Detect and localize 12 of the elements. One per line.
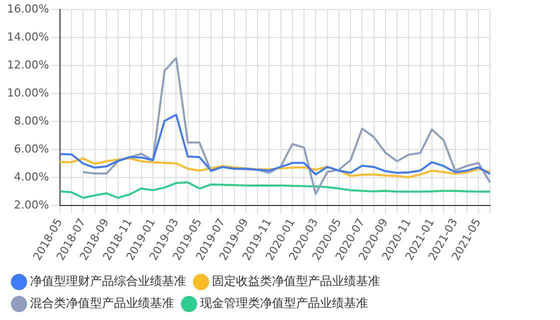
legend-label: 净值型理财产品综合业绩基准 [30, 274, 186, 288]
y-tick-label: 2.00% [14, 198, 49, 212]
legend-label: 固定收益类净值型产品业绩基准 [212, 274, 380, 288]
legend-label: 混合类净值型产品业绩基准 [30, 296, 174, 310]
y-tick-label: 8.00% [14, 114, 49, 128]
y-tick-label: 4.00% [14, 170, 49, 184]
y-tick-label: 14.00% [6, 30, 49, 44]
y-tick-label: 6.00% [14, 142, 49, 156]
y-tick-label: 10.00% [6, 86, 49, 100]
legend-label: 现金管理类净值型产品业绩基准 [200, 296, 368, 310]
y-tick-label: 16.00% [6, 2, 49, 16]
y-tick-label: 12.00% [6, 58, 49, 72]
